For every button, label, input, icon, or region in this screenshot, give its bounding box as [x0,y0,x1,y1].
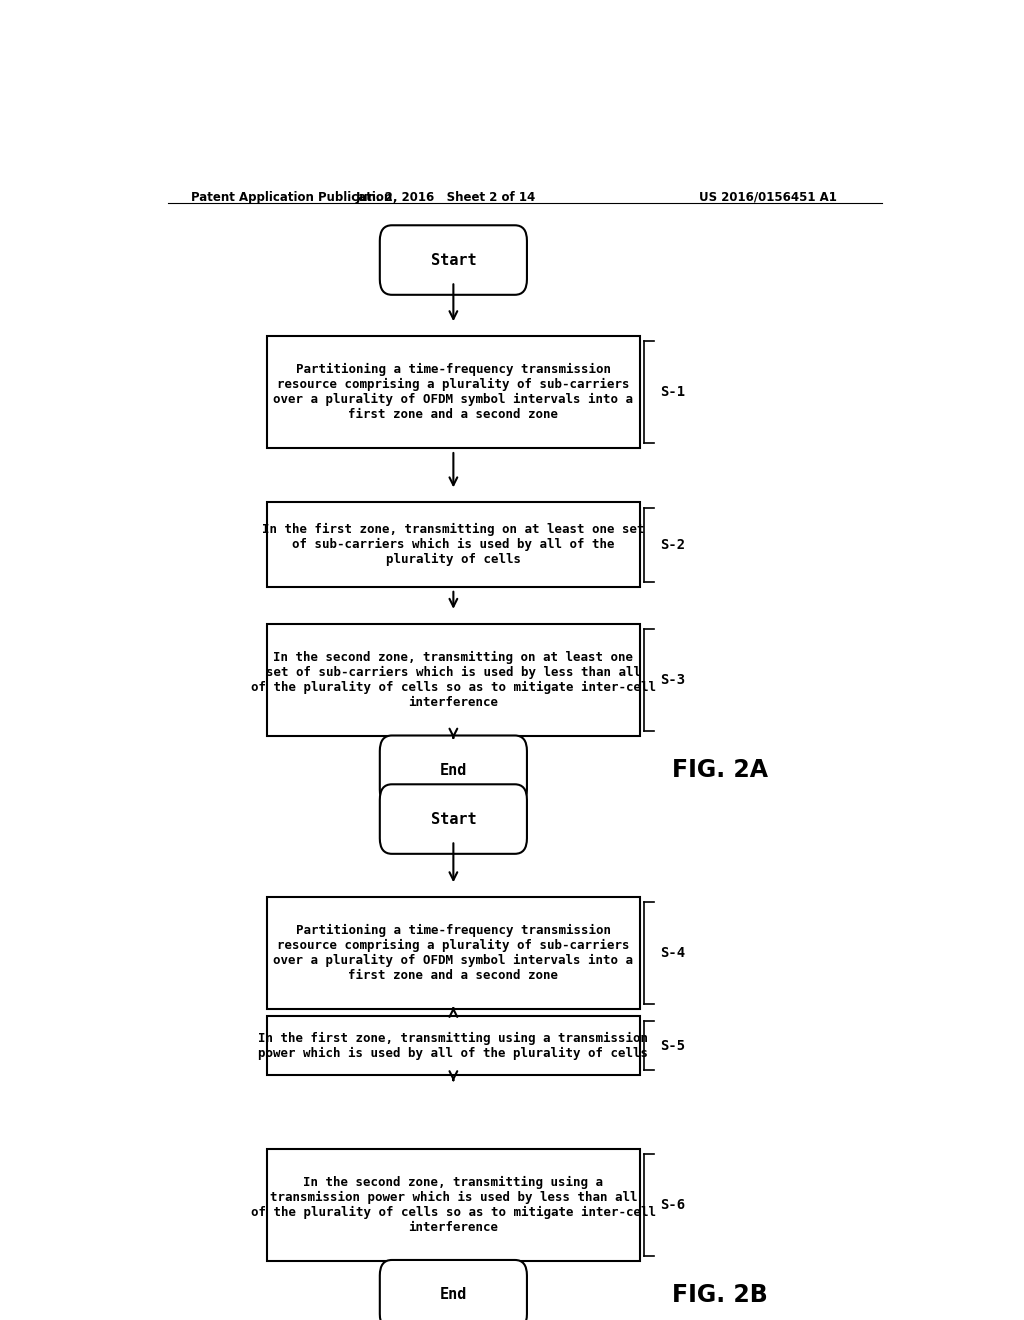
Text: End: End [439,763,467,777]
FancyBboxPatch shape [380,784,527,854]
FancyBboxPatch shape [267,624,640,735]
Text: Start: Start [430,812,476,826]
Text: Partitioning a time-frequency transmission
resource comprising a plurality of su: Partitioning a time-frequency transmissi… [273,363,634,421]
FancyBboxPatch shape [267,898,640,1008]
FancyBboxPatch shape [267,503,640,587]
Text: In the second zone, transmitting on at least one
set of sub-carriers which is us: In the second zone, transmitting on at l… [251,651,656,709]
FancyBboxPatch shape [380,1261,527,1320]
Text: Partitioning a time-frequency transmission
resource comprising a plurality of su: Partitioning a time-frequency transmissi… [273,924,634,982]
Text: End: End [439,1287,467,1303]
FancyBboxPatch shape [380,735,527,805]
Text: Patent Application Publication: Patent Application Publication [191,190,393,203]
Text: Jun. 2, 2016   Sheet 2 of 14: Jun. 2, 2016 Sheet 2 of 14 [355,190,536,203]
FancyBboxPatch shape [267,1016,640,1076]
Text: S-1: S-1 [660,385,686,399]
FancyBboxPatch shape [267,1150,640,1261]
Text: FIG. 2B: FIG. 2B [672,1283,767,1307]
Text: In the first zone, transmitting on at least one set
of sub-carriers which is use: In the first zone, transmitting on at le… [262,523,645,566]
Text: In the second zone, transmitting using a
transmission power which is used by les: In the second zone, transmitting using a… [251,1176,656,1234]
Text: S-2: S-2 [660,537,686,552]
Text: US 2016/0156451 A1: US 2016/0156451 A1 [699,190,838,203]
FancyBboxPatch shape [380,226,527,294]
Text: In the first zone, transmitting using a transmission
power which is used by all : In the first zone, transmitting using a … [258,1032,648,1060]
Text: S-3: S-3 [660,673,686,686]
Text: S-5: S-5 [660,1039,686,1053]
Text: S-6: S-6 [660,1199,686,1212]
Text: Start: Start [430,252,476,268]
Text: S-4: S-4 [660,946,686,960]
Text: FIG. 2A: FIG. 2A [672,758,768,783]
FancyBboxPatch shape [267,337,640,447]
